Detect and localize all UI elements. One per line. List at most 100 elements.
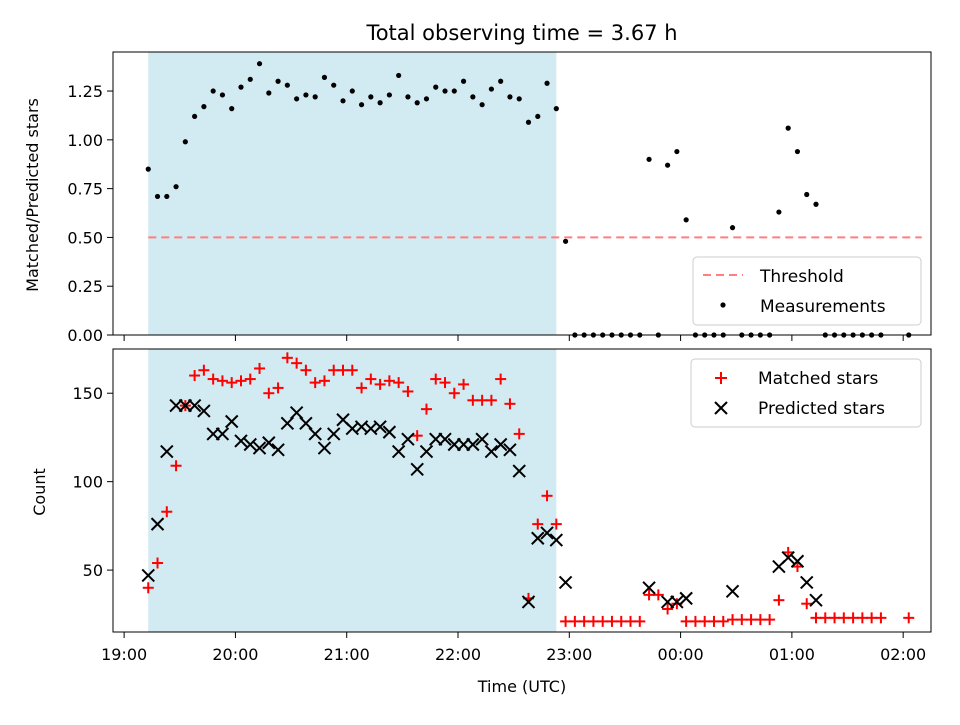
y-tick-label: 50 (83, 561, 103, 580)
x-tick-label: 01:00 (769, 645, 815, 664)
measurement-point (331, 82, 337, 88)
matched-star-point (587, 615, 599, 627)
predicted-star-point (252, 441, 267, 455)
matched-star-point (597, 615, 609, 627)
measurement-point (535, 113, 541, 120)
matched-legend-swatch (715, 372, 727, 384)
bottom-legend-box (690, 358, 922, 428)
matched-star-point (708, 615, 720, 627)
measurement-point (201, 104, 207, 110)
predicted-star-point (391, 444, 406, 459)
predicted-star-point (373, 420, 387, 434)
matched-star-point (847, 612, 859, 624)
predicted-star-point (503, 443, 517, 457)
matched-star-point (829, 612, 841, 624)
matched-star-point (625, 615, 637, 627)
matched-star-point (467, 394, 479, 406)
predicted-star-point (225, 414, 239, 429)
predicted-star-point (438, 432, 452, 446)
measurement-point (386, 92, 392, 98)
matched-star-point (374, 378, 386, 390)
measurement-point (442, 88, 448, 94)
predicted-star-point (809, 593, 823, 607)
matched-star-point (420, 403, 432, 415)
matched-star-point (541, 490, 553, 502)
measurement-point (358, 102, 365, 108)
matched-star-point (207, 373, 219, 385)
top-panel-title: Total observing time = 3.67 h (365, 21, 677, 45)
predicted-star-point (160, 444, 174, 459)
matched-star-point (448, 387, 460, 399)
y-tick-label: 0.75 (67, 180, 103, 199)
predicted-star-point (642, 581, 656, 595)
predicted-star-point (141, 568, 155, 583)
measurement-point (396, 72, 402, 79)
matched-star-point (606, 615, 618, 627)
bottom-legend: Matched stars Predicted stars (690, 358, 922, 428)
matched-star-point (263, 387, 275, 399)
predicted-star-point (679, 591, 693, 606)
x-tick-label: 20:00 (212, 645, 258, 664)
predicted-star-point (800, 575, 814, 590)
predicted-legend-swatch (714, 401, 728, 415)
bottom-plot-frame (112, 348, 932, 633)
measurement-point (238, 84, 244, 90)
matched-star-point (272, 382, 284, 394)
measurement-point (813, 201, 819, 207)
y-tick-label: 0.50 (67, 228, 103, 247)
matched-star-point (198, 364, 210, 376)
measurement-point (433, 84, 439, 90)
measurement-point (729, 225, 736, 231)
predicted-star-point (531, 531, 545, 545)
measurement-point (479, 102, 485, 108)
measurement-point (303, 92, 309, 98)
matched-star-point (810, 612, 822, 624)
matched-star-point (402, 385, 414, 397)
predicted-star-point (521, 595, 536, 609)
measurement-point (683, 217, 689, 223)
matched-star-point (235, 375, 247, 387)
y-tick-label: 1.25 (67, 82, 103, 101)
y-tick-label: 0.25 (67, 277, 103, 296)
bottom-y-axis-label: Count (30, 468, 49, 516)
matched-star-point (578, 615, 590, 627)
measurement-point (312, 94, 318, 100)
matched-star-point (838, 612, 850, 624)
measurement-point (674, 148, 680, 155)
matched-star-point (782, 546, 794, 558)
predicted-star-point (215, 427, 230, 441)
matched-star-point (485, 394, 497, 406)
matched-star-point (318, 375, 330, 387)
measurements-legend-swatch (720, 302, 726, 308)
bottom-panel: 50 100 150 19:00 20:00 21:00 22:00 23:00 00:00 0… (30, 348, 932, 696)
matched-star-point (161, 506, 173, 518)
measurement-point (219, 92, 226, 98)
matched-star-point (328, 364, 340, 376)
predicted-star-point (401, 432, 415, 446)
top-legend-label-threshold: Threshold (759, 267, 844, 287)
matched-star-point (717, 615, 729, 627)
matched-star-point (652, 589, 664, 601)
measurement-point (154, 193, 161, 200)
matched-star-point (736, 614, 748, 626)
top-legend: Threshold Measurements (692, 256, 922, 326)
matched-star-point (356, 382, 368, 394)
x-tick-label: 21:00 (324, 645, 370, 664)
matched-star-point (254, 362, 266, 374)
y-tick-label: 150 (72, 384, 103, 403)
matched-star-point (346, 364, 358, 376)
top-legend-label-measurements: Measurements (760, 297, 886, 317)
matched-star-point (291, 357, 303, 369)
x-tick-label: 23:00 (546, 645, 592, 664)
matched-star-point (439, 377, 451, 389)
measurement-point (340, 98, 346, 104)
measurement-point (173, 184, 179, 190)
y-tick-label: 1.00 (67, 131, 103, 150)
matched-star-point (550, 518, 562, 530)
matched-star-point (532, 518, 544, 530)
matched-star-point (513, 428, 525, 440)
matched-star-point (643, 589, 655, 601)
predicted-star-point (197, 404, 211, 418)
matched-star-point (754, 614, 766, 626)
